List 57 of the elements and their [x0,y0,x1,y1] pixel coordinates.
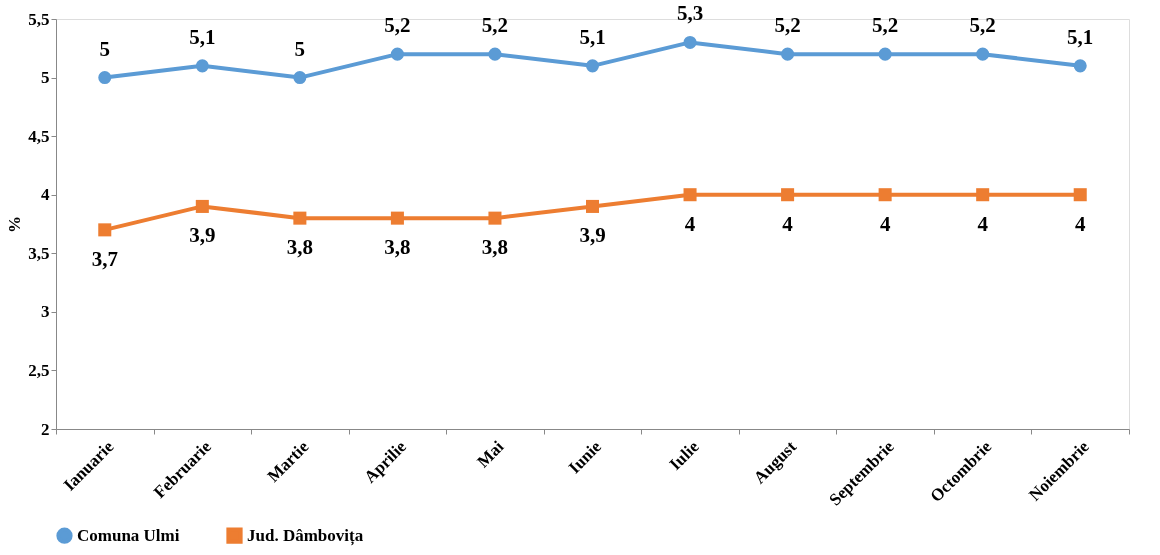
data-label: 5,1 [1067,24,1094,49]
data-label: 3,8 [286,235,313,260]
point [98,71,112,85]
data-label: 5 [99,36,111,61]
point [976,47,990,61]
data-label: 5 [294,36,306,61]
data-label: 4 [684,211,696,236]
data-label: 5,1 [579,24,606,49]
point [195,199,209,213]
point [488,211,502,225]
point [781,47,795,61]
x-tick-label: Mai [473,436,508,472]
point [585,199,600,213]
point [781,188,795,202]
point [98,223,112,237]
legend-label: Jud. Dâmbovița [247,525,364,546]
data-label: 4 [1074,211,1086,236]
point [585,59,600,73]
data-label: 5,2 [969,13,996,38]
y-tick-label: 3 [41,302,50,322]
point [878,188,892,202]
data-label: 3,8 [384,235,411,260]
data-label: 5,2 [481,13,509,38]
point [878,47,892,61]
data-label: 5,1 [189,24,216,49]
point [293,211,307,225]
y-tick-label: 2 [41,419,50,439]
data-label: 3,7 [91,246,118,271]
data-label: 4 [782,211,794,236]
x-tick-label: Iulie [665,436,703,474]
y-axis-title: % [5,216,25,233]
data-label: 5,2 [384,13,411,38]
y-tick-label: 3,5 [28,243,50,263]
point [195,59,209,73]
point [488,47,502,61]
point [293,71,307,85]
legend-label: Comuna Ulmi [77,525,180,545]
point [390,211,404,225]
point [683,35,697,49]
data-label: 5,2 [872,13,899,38]
y-tick-label: 4 [41,185,50,205]
y-tick-label: 2,5 [28,360,50,380]
point [1073,188,1087,202]
data-label: 5,3 [676,1,704,26]
data-label: 3,9 [579,223,606,248]
point [683,188,697,202]
point [390,47,404,61]
y-tick-label: 5,5 [28,9,50,29]
y-tick-label: 5 [41,68,50,88]
data-label: 3,8 [481,235,509,260]
point [1073,59,1087,73]
data-label: 5,2 [774,13,801,38]
data-label: 4 [879,211,891,236]
data-label: 3,9 [189,223,216,248]
y-tick-label: 4,5 [28,126,50,146]
data-label: 4 [977,211,989,236]
point [976,188,990,202]
